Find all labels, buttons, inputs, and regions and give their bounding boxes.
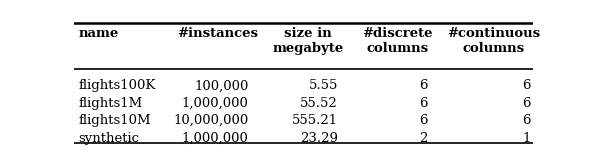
Text: 6: 6: [419, 114, 427, 127]
Text: synthetic: synthetic: [79, 132, 140, 145]
Text: size in
megabyte: size in megabyte: [272, 27, 343, 55]
Text: flights100K: flights100K: [79, 79, 156, 92]
Text: 1,000,000: 1,000,000: [182, 97, 249, 110]
Text: 100,000: 100,000: [194, 79, 249, 92]
Text: 1: 1: [522, 132, 530, 145]
Text: #discrete
columns: #discrete columns: [362, 27, 433, 55]
Text: #continuous
columns: #continuous columns: [447, 27, 540, 55]
Text: 6: 6: [522, 97, 530, 110]
Text: 10,000,000: 10,000,000: [173, 114, 249, 127]
Text: flights10M: flights10M: [79, 114, 151, 127]
Text: 1,000,000: 1,000,000: [182, 132, 249, 145]
Text: 555.21: 555.21: [292, 114, 338, 127]
Text: 6: 6: [522, 114, 530, 127]
Text: 2: 2: [419, 132, 427, 145]
Text: 6: 6: [419, 79, 427, 92]
Text: #instances: #instances: [177, 27, 258, 40]
Text: flights1M: flights1M: [79, 97, 143, 110]
Text: 23.29: 23.29: [300, 132, 338, 145]
Text: 6: 6: [522, 79, 530, 92]
Text: name: name: [79, 27, 119, 40]
Text: 55.52: 55.52: [300, 97, 338, 110]
Text: 6: 6: [419, 97, 427, 110]
Text: 5.55: 5.55: [308, 79, 338, 92]
